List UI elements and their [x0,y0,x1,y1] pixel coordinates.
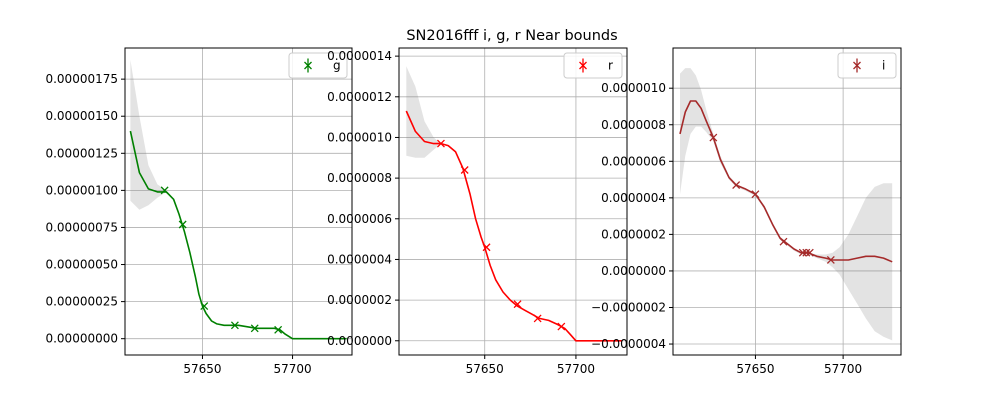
panel-g-band: 57650 57700 0.00000000 0.00000025 0.00000050… [45,47,353,376]
legend-marker [579,61,587,70]
y-tick-label: 0.0000006 [601,154,666,168]
y-tick-label: 0.00000175 [45,72,118,86]
fit-curve-r [405,110,622,342]
data-point-i [751,190,760,199]
data-point-g [274,325,283,334]
y-tick-label: 0.0000002 [327,293,392,307]
y-tick-label: 0.0000002 [601,227,666,241]
y-tick-label: 0.00000075 [45,220,118,234]
fit-curve-i [679,100,893,263]
x-tick-label: 57700 [557,362,595,376]
data-point-r [513,300,522,309]
legend-marker [853,61,861,70]
legend-label: i [882,59,885,73]
y-tick-label: −0.0000004 [591,337,666,351]
data-point-i [826,256,835,264]
legend-label: g [333,59,341,73]
y-tick-label: 0.0000012 [327,90,392,104]
figure-title: SN2016fff i, g, r Near bounds [406,28,617,44]
x-tick-label: 57700 [824,362,862,376]
data-point-r [557,322,566,331]
y-tick-label: 0.00000050 [45,258,118,272]
data-point-r [460,166,469,174]
data-point-i [798,248,807,257]
data-point-r [482,243,491,252]
data-point-i [779,237,788,246]
fit-curve-g [129,130,347,340]
y-tick-label: 0.00000150 [45,109,118,123]
y-tick-label: 0.0000000 [327,334,392,348]
data-point-i [732,181,741,190]
axes-frame [398,47,628,356]
panel-r-band: 57650 57700 0.0000000 0.0000002 0.0000004 0.0… [327,47,628,376]
data-point-i [709,133,718,142]
data-point-g [230,321,239,330]
legend-box [288,52,348,79]
y-tick-label: 0.0000010 [327,130,392,144]
data-point-r [436,139,445,148]
confidence-band-i [680,68,893,341]
y-tick-label: 0.0000008 [601,118,666,132]
legend-marker [304,61,312,70]
data-point-g [200,302,209,311]
data-point-i [802,248,811,257]
x-tick-label: 57700 [273,362,311,376]
legend-box [837,52,897,79]
data-point-g [160,186,169,195]
y-tick-label: 0.0000008 [327,171,392,185]
x-tick-label: 57650 [736,362,774,376]
x-tick-label: 57650 [466,362,504,376]
data-point-i [805,248,814,257]
y-tick-label: 0.0000000 [601,264,666,278]
panel-i-band: 57650 57700 −0.0000004 −0.0000002 0.0000000 0… [591,47,902,376]
y-tick-label: −0.0000002 [591,300,666,314]
data-point-g [250,324,259,333]
y-tick-label: 0.00000125 [45,146,118,160]
axes-frame [672,47,902,356]
y-tick-label: 0.00000000 [45,332,118,346]
y-tick-label: 0.0000010 [601,81,666,95]
legend-box [563,52,623,79]
y-tick-label: 0.0000004 [601,191,666,205]
y-tick-label: 0.00000100 [45,183,118,197]
data-point-g [178,220,187,229]
data-point-r [533,314,542,323]
y-tick-label: 0.0000014 [327,49,392,63]
x-tick-label: 57650 [183,362,221,376]
y-tick-label: 0.00000025 [45,295,118,309]
legend-label: r [608,59,613,73]
y-tick-label: 0.0000004 [327,252,392,266]
axes-frame [124,47,353,356]
y-tick-label: 0.0000006 [327,212,392,226]
